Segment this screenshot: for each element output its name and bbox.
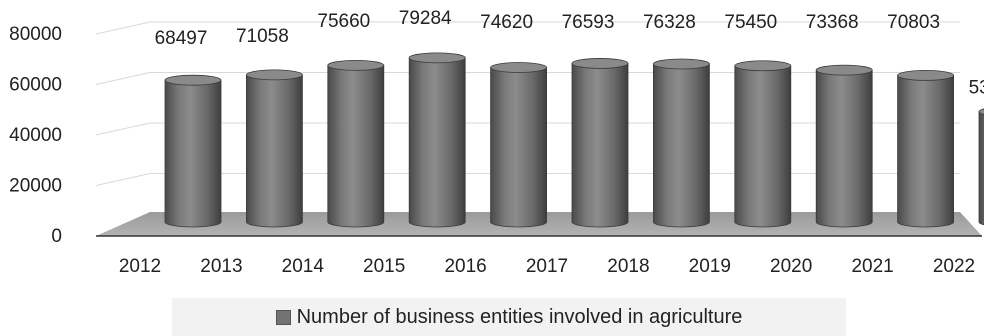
gridline-perspective bbox=[95, 21, 151, 35]
x-tick-label: 2013 bbox=[200, 256, 242, 277]
bar-top bbox=[490, 62, 547, 73]
gridline-perspective bbox=[95, 72, 151, 85]
gridline-perspective bbox=[95, 122, 151, 136]
bar-body bbox=[815, 69, 873, 228]
data-label: 76593 bbox=[562, 12, 615, 33]
data-label: 70803 bbox=[887, 12, 940, 33]
bar-top bbox=[815, 64, 873, 76]
y-axis-ticks: 0 20000 40000 60000 80000 bbox=[9, 24, 62, 247]
legend-label: Number of business entities involved in … bbox=[296, 305, 743, 328]
bar bbox=[490, 62, 547, 228]
bar-body bbox=[734, 65, 792, 228]
x-tick-label: 2017 bbox=[526, 256, 568, 277]
x-tick-label: 2015 bbox=[363, 256, 405, 277]
bar bbox=[734, 60, 792, 228]
data-label: 71058 bbox=[236, 26, 289, 47]
bar bbox=[245, 69, 303, 228]
bar-body bbox=[571, 63, 629, 228]
x-tick-label: 2021 bbox=[851, 256, 893, 277]
y-tick-label: 80000 bbox=[9, 24, 62, 45]
bar-body bbox=[978, 111, 984, 226]
data-labels: 68497 71058 75660 79284 74620 76593 76328 75450… bbox=[155, 8, 984, 99]
data-label: 79284 bbox=[399, 8, 452, 29]
bar-top bbox=[164, 74, 222, 86]
bar bbox=[978, 108, 984, 226]
bar-top bbox=[978, 108, 984, 115]
x-tick-label: 2018 bbox=[607, 256, 649, 277]
bar bbox=[164, 74, 222, 228]
data-label: 76328 bbox=[643, 12, 696, 33]
legend: Number of business entities involved in … bbox=[172, 298, 846, 336]
bar bbox=[653, 58, 710, 228]
legend-swatch bbox=[275, 309, 291, 325]
bar-body bbox=[246, 74, 303, 228]
bar-top bbox=[245, 69, 303, 81]
gridline-perspective bbox=[95, 173, 151, 186]
y-tick-label: 60000 bbox=[9, 75, 62, 96]
x-tick-label: 2016 bbox=[444, 256, 486, 277]
x-tick-label: 2022 bbox=[933, 256, 975, 277]
data-label: 75450 bbox=[724, 12, 777, 33]
bar bbox=[408, 52, 466, 228]
data-label: 74620 bbox=[480, 12, 533, 33]
x-tick-label: 2020 bbox=[770, 256, 812, 277]
bars bbox=[164, 52, 984, 228]
bar-body bbox=[327, 64, 385, 228]
y-tick-label: 20000 bbox=[9, 176, 62, 197]
bar bbox=[327, 59, 385, 228]
bar-body bbox=[653, 63, 710, 228]
bar-body bbox=[164, 79, 222, 228]
bar-top bbox=[327, 59, 385, 71]
x-tick-label: 2019 bbox=[689, 256, 731, 277]
bar-top bbox=[408, 52, 466, 64]
x-tick-label: 2014 bbox=[282, 256, 325, 277]
data-label: 68497 bbox=[155, 28, 208, 49]
x-axis-ticks: 2012 2013 2014 2015 2016 2017 2018 2019 2020 2021… bbox=[119, 256, 975, 277]
bar bbox=[815, 64, 873, 228]
bar-top bbox=[653, 58, 710, 70]
bar-body bbox=[490, 67, 547, 228]
bar-top bbox=[571, 58, 629, 69]
bar-body bbox=[897, 75, 954, 228]
bar bbox=[571, 58, 629, 228]
y-tick-label: 0 bbox=[51, 226, 62, 247]
data-label: 73368 bbox=[806, 12, 859, 33]
bar-top bbox=[734, 60, 792, 72]
bar-top bbox=[897, 70, 954, 81]
bar-body bbox=[408, 57, 466, 228]
x-tick-label: 2012 bbox=[119, 256, 161, 277]
y-tick-label: 40000 bbox=[9, 125, 62, 146]
data-label: 75660 bbox=[317, 11, 370, 32]
data-label: 53281 bbox=[969, 78, 984, 99]
bar bbox=[897, 70, 954, 228]
